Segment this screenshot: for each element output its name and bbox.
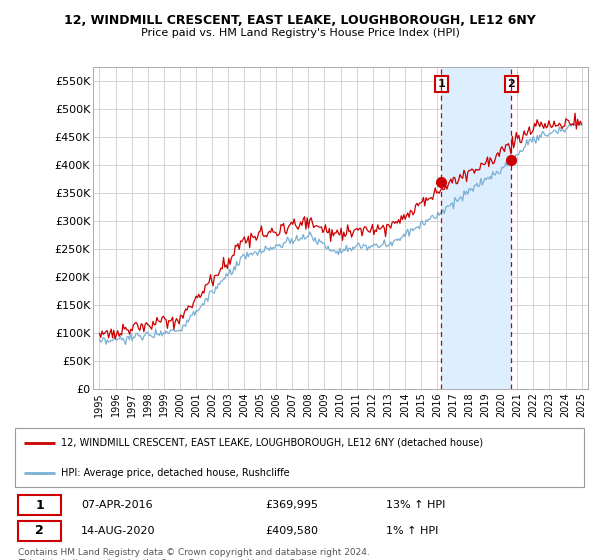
FancyBboxPatch shape <box>18 521 61 541</box>
Text: 1% ↑ HPI: 1% ↑ HPI <box>386 526 439 535</box>
Text: 12, WINDMILL CRESCENT, EAST LEAKE, LOUGHBOROUGH, LE12 6NY: 12, WINDMILL CRESCENT, EAST LEAKE, LOUGH… <box>64 14 536 27</box>
Text: £369,995: £369,995 <box>265 501 319 510</box>
Text: 2: 2 <box>35 524 44 537</box>
Text: £409,580: £409,580 <box>265 526 319 535</box>
Text: Price paid vs. HM Land Registry's House Price Index (HPI): Price paid vs. HM Land Registry's House … <box>140 28 460 38</box>
Text: 07-APR-2016: 07-APR-2016 <box>81 501 153 510</box>
Text: Contains HM Land Registry data © Crown copyright and database right 2024.
This d: Contains HM Land Registry data © Crown c… <box>18 548 370 560</box>
Text: 1: 1 <box>437 79 445 89</box>
Text: 1: 1 <box>35 499 44 512</box>
FancyBboxPatch shape <box>15 428 584 487</box>
Text: 12, WINDMILL CRESCENT, EAST LEAKE, LOUGHBOROUGH, LE12 6NY (detached house): 12, WINDMILL CRESCENT, EAST LEAKE, LOUGH… <box>61 438 483 448</box>
Text: HPI: Average price, detached house, Rushcliffe: HPI: Average price, detached house, Rush… <box>61 468 290 478</box>
Text: 14-AUG-2020: 14-AUG-2020 <box>81 526 155 535</box>
Text: 2: 2 <box>508 79 515 89</box>
Text: 13% ↑ HPI: 13% ↑ HPI <box>386 501 446 510</box>
FancyBboxPatch shape <box>18 495 61 515</box>
Bar <box>442 67 511 389</box>
